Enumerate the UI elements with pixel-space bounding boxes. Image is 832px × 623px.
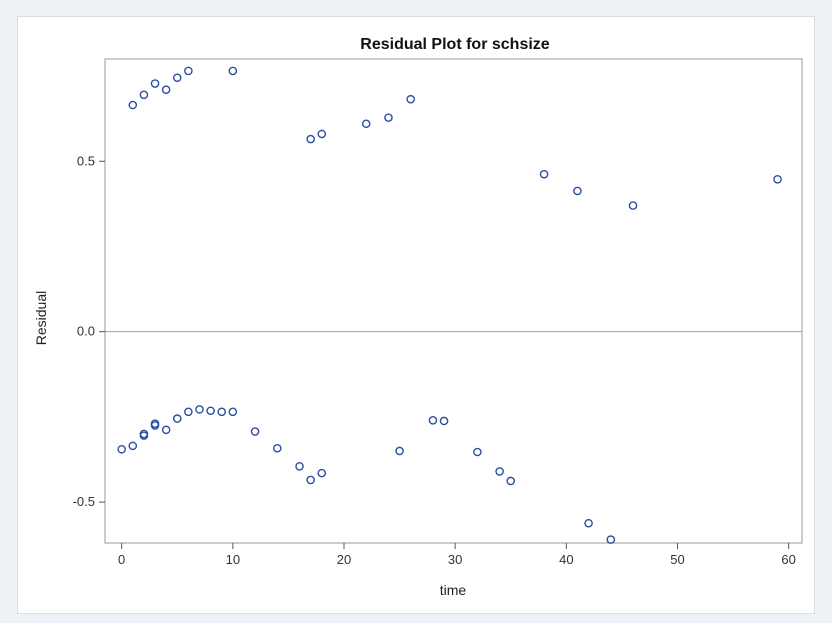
y-axis-label: Residual [33,291,49,345]
data-point [273,443,282,453]
data-point [150,421,160,430]
data-point [295,462,304,471]
x-tick-label: 0 [118,552,125,567]
data-point [128,441,138,451]
residual-plot: Residual Plot for schsize 0 10 20 30 40 50 60 … [33,36,803,598]
data-point [628,201,638,210]
y-tick-label: 0.5 [77,153,95,168]
data-points [117,66,782,544]
data-point [361,119,371,129]
data-point [139,429,149,439]
data-point [495,467,504,476]
data-point [506,476,516,486]
data-point [139,90,149,100]
data-point [606,535,616,544]
x-axis-label: time [440,582,467,598]
data-point [384,113,393,122]
data-point [439,416,449,426]
x-axis: 0 10 20 30 40 50 60 [118,543,796,567]
y-tick-label: -0.5 [73,494,95,509]
data-point [150,79,160,88]
data-point [573,186,582,196]
data-point [172,73,182,83]
data-point [773,175,782,184]
data-point [206,406,215,416]
plot-area [104,58,803,544]
y-axis: -0.5 0.0 0.5 [73,153,105,509]
x-tick-label: 10 [226,552,240,567]
data-point [406,94,416,104]
x-tick-label: 60 [781,552,795,567]
data-point [317,468,327,478]
data-point [539,169,549,179]
data-point [195,405,204,414]
data-point [217,407,227,417]
data-point [172,414,182,423]
data-point [428,415,438,425]
data-point [228,407,238,417]
data-point [161,425,171,435]
data-point [184,407,193,417]
chart-panel: Residual Plot for schsize 0 10 20 30 40 50 60 … [17,16,815,614]
data-point [161,85,171,94]
x-tick-label: 30 [448,552,462,567]
data-point [317,129,327,139]
chart-title: Residual Plot for schsize [360,36,549,53]
data-point [250,427,260,436]
data-point [128,100,138,110]
data-point [306,134,315,144]
x-tick-label: 40 [559,552,573,567]
data-point [306,475,315,485]
data-point [117,444,126,454]
data-point [184,66,193,76]
data-point [584,518,593,528]
y-tick-label: 0.0 [77,324,95,339]
x-tick-label: 50 [670,552,684,567]
data-point [395,446,404,456]
data-point [473,447,482,457]
x-tick-label: 20 [337,552,351,567]
data-point [228,66,238,76]
